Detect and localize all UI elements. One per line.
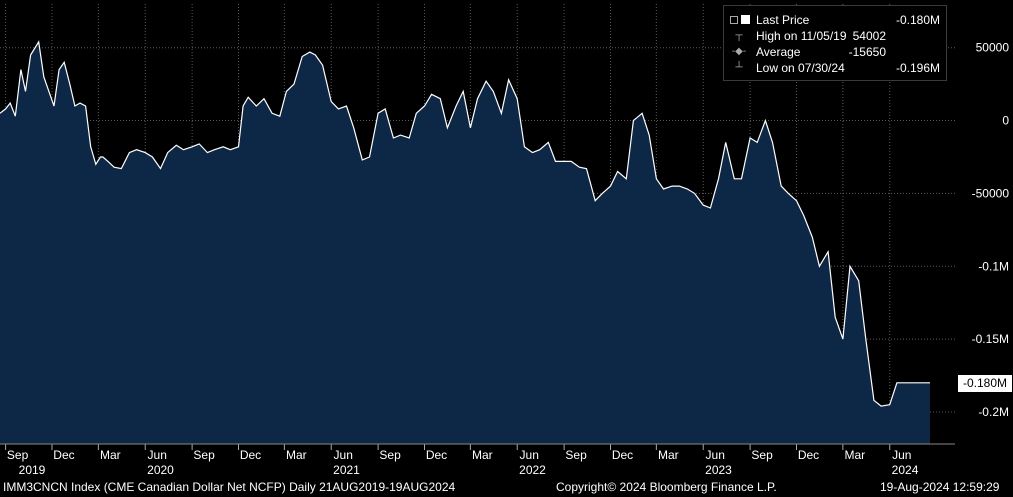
legend-average: -◆- Average -15650 (731, 45, 886, 59)
y-tick-label: 0 (1002, 114, 1009, 128)
legend-high: ┬ High on 11/05/19 54002 (724, 28, 946, 44)
series-line (0, 40, 930, 407)
x-year-label: 2023 (705, 463, 732, 477)
x-year-label: 2021 (333, 463, 360, 477)
legend-low: ┴ Low on 07/30/24 -0.196M (724, 60, 946, 76)
legend: Last Price -0.180M ┬ High on 11/05/19 54… (723, 5, 947, 81)
x-tick-label: Sep (565, 448, 587, 462)
high-marker-icon: ┬ (735, 30, 743, 41)
x-tick-label: Dec (240, 448, 261, 462)
x-tick-label: Dec (53, 448, 74, 462)
x-year-label: 2020 (147, 463, 174, 477)
x-tick-label: Jun (706, 448, 725, 462)
x-tick-label: Sep (7, 448, 29, 462)
x-tick-label: Dec (798, 448, 819, 462)
y-tick-label: -50000 (972, 186, 1010, 200)
last-value-tag: -0.180M (958, 375, 1012, 392)
x-tick-label: Mar (100, 448, 121, 462)
footer-copyright: Copyright© 2024 Bloomberg Finance L.P. (556, 480, 777, 494)
x-tick-label: Jun (892, 448, 911, 462)
footer-ticker: IMM3CNCN Index (CME Canadian Dollar Net … (3, 480, 456, 494)
x-tick-label: Mar (658, 448, 679, 462)
y-tick-label: -0.2M (978, 405, 1009, 419)
series-area (0, 41, 930, 445)
x-tick-label: Dec (426, 448, 447, 462)
x-tick-label: Sep (193, 448, 215, 462)
x-tick-label: Jun (520, 448, 539, 462)
x-tick-label: Mar (286, 448, 307, 462)
x-tick-label: Jun (148, 448, 167, 462)
legend-last-price: Last Price -0.180M (724, 12, 946, 28)
x-year-label: 2019 (19, 463, 46, 477)
x-tick-label: Mar (845, 448, 866, 462)
y-axis-ticks: 50000 0 -50000 -0.1M -0.15M -0.2M (972, 41, 1010, 419)
footer-timestamp: 19-Aug-2024 12:59:29 (880, 480, 1000, 494)
y-tick-label: 50000 (976, 41, 1010, 55)
y-tick-label: -0.15M (972, 332, 1009, 346)
x-tick-label: Sep (379, 448, 401, 462)
y-tick-label: -0.1M (978, 259, 1009, 273)
x-tick-label: Jun (334, 448, 353, 462)
average-marker-icon: -◆- (731, 46, 747, 57)
x-axis-ticks: Sep Dec Mar Jun Sep Dec Mar Jun Sep Dec Mar Jun Sep D… (0, 443, 955, 462)
x-year-label: 2024 (892, 463, 919, 477)
x-tick-label: Dec (612, 448, 633, 462)
low-marker-icon: ┴ (735, 62, 743, 73)
x-year-label: 2022 (519, 463, 546, 477)
x-axis-years: 2019 2020 2021 2022 2023 2024 (19, 463, 919, 477)
x-tick-label: Mar (472, 448, 493, 462)
legend-square-icon (741, 15, 750, 24)
legend-collapse-icon[interactable] (730, 16, 738, 24)
x-tick-label: Sep (751, 448, 773, 462)
